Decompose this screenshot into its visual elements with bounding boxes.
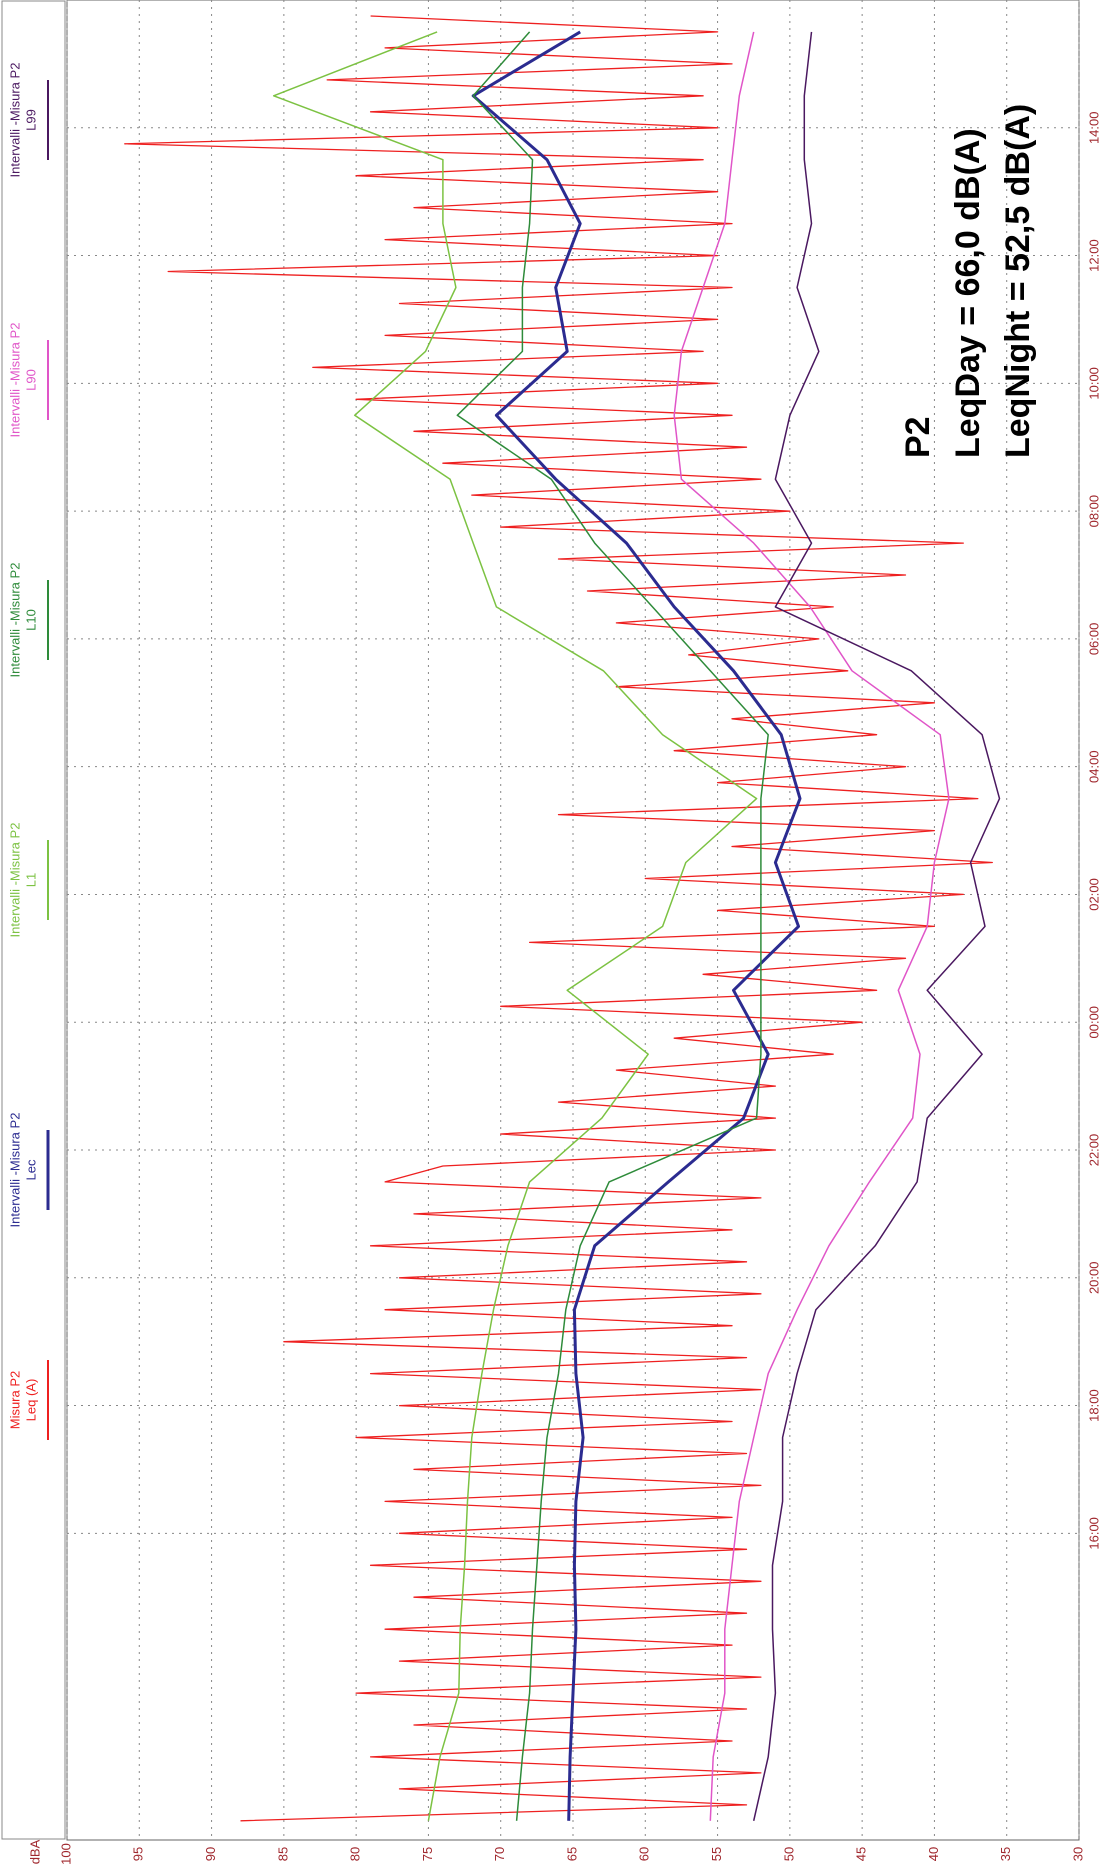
- legend-source: Intervalli -Misura P2: [7, 1113, 22, 1228]
- y-tick-label: 45: [854, 1847, 869, 1861]
- legend-label: L1: [23, 873, 38, 887]
- x-tick-label: 16:00: [1086, 1517, 1101, 1550]
- y-tick-label: 65: [564, 1847, 579, 1861]
- x-tick-label: 10:00: [1086, 367, 1101, 400]
- x-tick-label: 22:00: [1086, 1134, 1101, 1167]
- legend-source: Misura P2: [7, 1371, 22, 1430]
- x-tick-label: 02:00: [1086, 878, 1101, 911]
- x-tick-label: 12:00: [1086, 239, 1101, 272]
- legend-label: L10: [23, 609, 38, 631]
- legend-label: Leq (A): [23, 1379, 38, 1422]
- y-tick-label: 75: [420, 1847, 435, 1861]
- legend-source: Intervalli -Misura P2: [7, 63, 22, 178]
- y-tick-label: 80: [348, 1847, 363, 1861]
- legend-label: Lec: [23, 1159, 38, 1180]
- legend-source: Intervalli -Misura P2: [7, 563, 22, 678]
- y-tick-label: 35: [998, 1847, 1013, 1861]
- annotation: P2: [899, 416, 937, 458]
- y-tick-label: 85: [275, 1847, 290, 1861]
- plot-frame: [66, 0, 1080, 1841]
- series-line: [752, 31, 1001, 1821]
- y-tick-label: 90: [203, 1847, 218, 1861]
- legend-frame: [1, 0, 66, 1840]
- x-tick-label: 00:00: [1086, 1006, 1101, 1039]
- y-tick-label: 55: [709, 1847, 724, 1861]
- y-tick-label: 70: [492, 1847, 507, 1861]
- y-tick-label: 95: [131, 1847, 146, 1861]
- legend-label: L90: [23, 369, 38, 391]
- series-line: [272, 31, 758, 1821]
- series-line: [471, 30, 802, 1821]
- series-line: [124, 15, 993, 1822]
- series-line: [673, 31, 950, 1821]
- y-tick-label: 100: [58, 1843, 73, 1865]
- legend-source: Intervalli -Misura P2: [7, 823, 22, 938]
- legend-source: Intervalli -Misura P2: [7, 323, 22, 438]
- legend-label: L99: [23, 109, 38, 131]
- y-tick-label: 60: [637, 1847, 652, 1861]
- y-axis-label: dBA: [27, 1839, 42, 1864]
- annotation: LeqNight = 52,5 dB(A): [999, 104, 1037, 458]
- x-tick-label: 06:00: [1086, 623, 1101, 656]
- y-tick-label: 30: [1070, 1847, 1085, 1861]
- series-line: [456, 31, 769, 1821]
- y-tick-label: 40: [926, 1847, 941, 1861]
- x-tick-label: 14:00: [1086, 112, 1101, 145]
- x-tick-label: 08:00: [1086, 495, 1101, 528]
- x-tick-label: 04:00: [1086, 750, 1101, 783]
- y-tick-label: 50: [781, 1847, 796, 1861]
- x-tick-label: 18:00: [1086, 1389, 1101, 1422]
- annotation: LeqDay = 66,0 dB(A): [949, 128, 987, 458]
- x-tick-label: 20:00: [1086, 1262, 1101, 1295]
